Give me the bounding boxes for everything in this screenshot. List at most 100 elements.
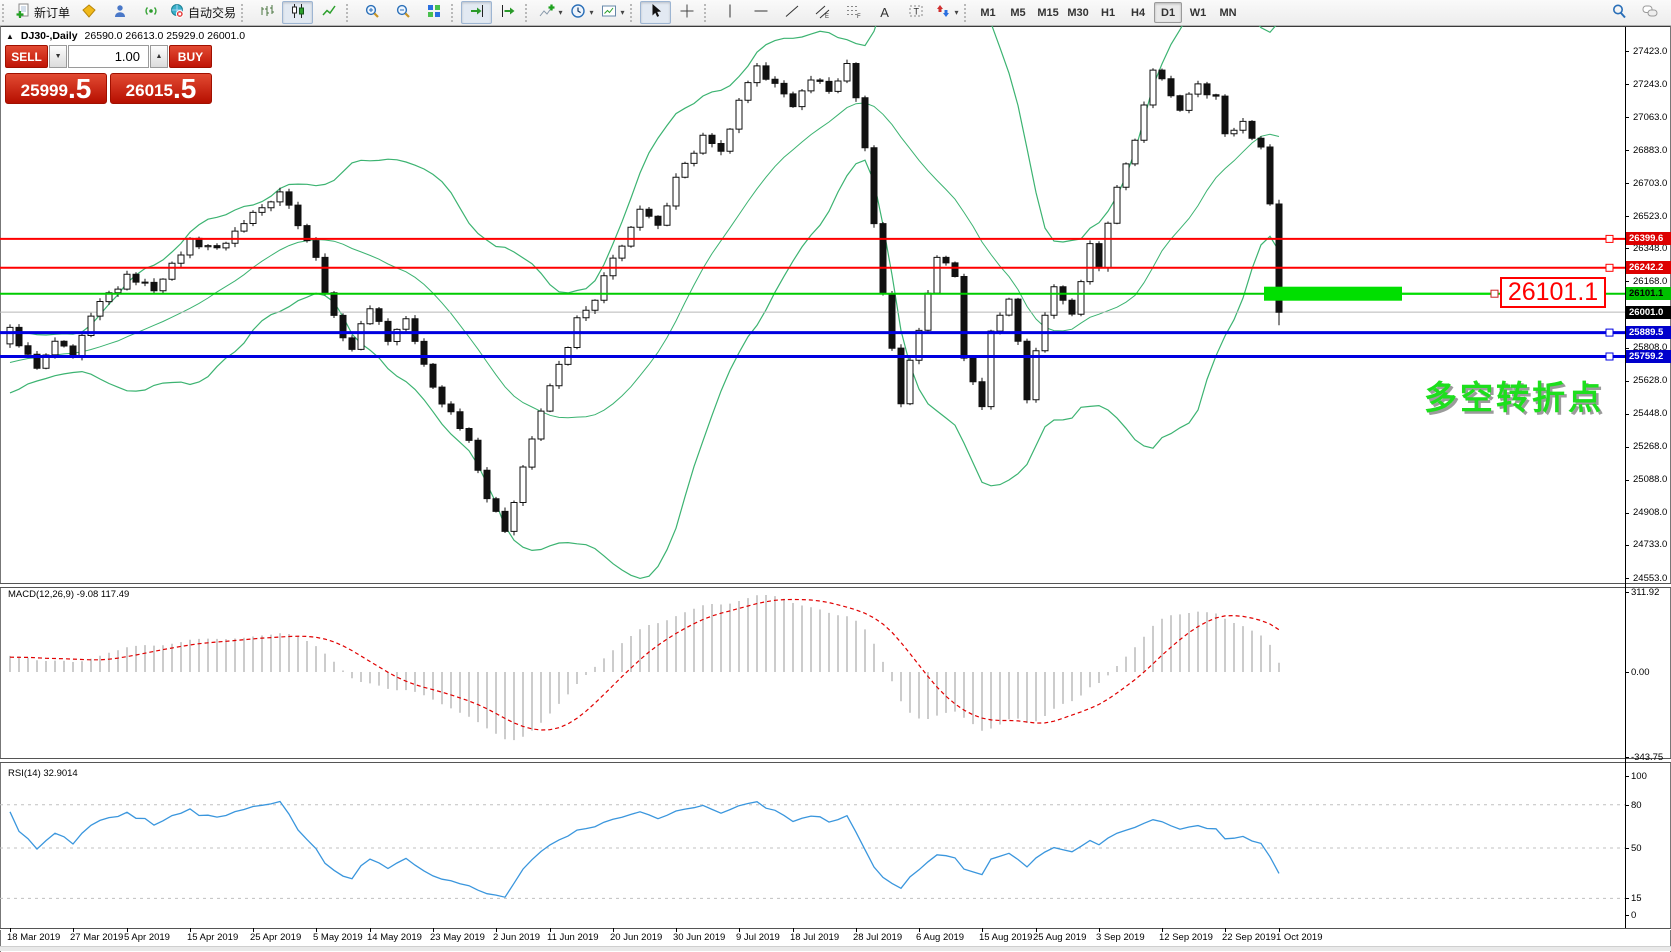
sell-button[interactable]: SELL [5, 45, 49, 68]
vertical-line-tool-button[interactable] [714, 1, 745, 24]
toolbar-grip[interactable] [704, 3, 710, 22]
vertical-line-icon [722, 3, 738, 22]
text-tool-button[interactable]: A [869, 1, 900, 24]
timeframe-m5[interactable]: M5 [1010, 6, 1026, 19]
horizontal-line-tool-button[interactable] [745, 1, 776, 24]
auto-scroll-icon [469, 3, 485, 22]
chevron-down-icon: ▾ [954, 8, 959, 17]
rsi-label: RSI(14) 32.9014 [8, 768, 78, 779]
candlestick-chart-icon [290, 3, 306, 22]
toolbar-grip[interactable] [630, 3, 636, 22]
timeframe-m30[interactable]: M30 [1067, 6, 1089, 19]
volume-decrease-button[interactable]: ▼ [49, 45, 67, 68]
date-axis-separator [0, 928, 1671, 930]
candlestick-chart-button[interactable] [282, 1, 314, 24]
market-watch-icon [81, 3, 97, 22]
autotrade-button[interactable]: 自动交易 [166, 1, 239, 24]
buy-price-frac: .5 [172, 73, 197, 104]
sell-price-int: 25999 [20, 81, 68, 100]
svg-text:T: T [913, 7, 919, 17]
toolbar-grip[interactable] [346, 3, 352, 22]
arrows-tool-button[interactable]: ▾ [931, 1, 962, 24]
toolbar-grip[interactable] [2, 3, 8, 22]
toolbar-grip[interactable] [241, 3, 247, 22]
zoom-in-icon [364, 3, 380, 22]
price-callout-label[interactable]: 26101.1 [1500, 277, 1606, 308]
svg-text:E: E [825, 14, 829, 19]
chevron-down-icon: ▾ [620, 8, 625, 17]
chat-icon [1642, 3, 1658, 22]
horizontal-scrollbar[interactable] [0, 946, 1671, 951]
zoom-out-icon [395, 3, 411, 22]
one-click-collapse-icon[interactable]: ▲ [6, 31, 14, 41]
equidistant-channel-icon: E [815, 3, 831, 22]
arrows-icon [935, 3, 951, 22]
chart-shift-icon [500, 3, 516, 22]
symbol-title-bar: ▲ DJ30-,Daily 26590.0 26613.0 25929.0 26… [6, 30, 245, 42]
volume-increase-button[interactable]: ▲ [150, 45, 168, 68]
chart-annotation-text[interactable]: 多空转折点 [1424, 379, 1604, 416]
line-chart-icon [321, 3, 337, 22]
volume-input[interactable]: 1.00 [68, 45, 150, 68]
chat-button[interactable] [1634, 1, 1665, 24]
chart-window [0, 25, 1671, 952]
timeframe-h4[interactable]: H4 [1131, 6, 1146, 19]
fibonacci-tool-button[interactable]: F [838, 1, 869, 24]
market-watch-button[interactable] [73, 1, 104, 24]
signals-button[interactable] [135, 1, 166, 24]
toolbar-grip[interactable] [964, 3, 970, 22]
tile-windows-icon [426, 3, 442, 22]
sell-price-display[interactable]: 25999 .5 [5, 73, 107, 104]
auto-scroll-button[interactable] [461, 1, 493, 24]
rsi-panel-separator[interactable] [0, 758, 1671, 763]
text-tool-icon: A [880, 5, 889, 20]
buy-price-display[interactable]: 26015 .5 [110, 73, 212, 104]
trendline-tool-button[interactable] [776, 1, 807, 24]
profile-icon [112, 3, 128, 22]
timeframe-h1[interactable]: H1 [1101, 6, 1116, 19]
text-label-icon: T [908, 3, 924, 22]
profile-button[interactable] [104, 1, 135, 24]
timeframe-d1[interactable]: D1 [1154, 2, 1183, 23]
timeframe-bar: M1 M5 M15 M30 H1 H4 D1 W1 MN [974, 2, 1242, 23]
buy-button[interactable]: BUY [168, 45, 213, 68]
new-order-button[interactable]: 新订单 [12, 1, 73, 24]
sell-price-frac: .5 [67, 73, 92, 104]
toolbar: 新订单 自动交易 ▾ ▾ ▾ E F A T ▾ M1 M5 M15 M30 H1 H4 D… [0, 0, 1671, 26]
zoom-out-button[interactable] [387, 1, 418, 24]
toolbar-grip[interactable] [525, 3, 531, 22]
indicators-icon [539, 3, 555, 22]
tile-windows-button[interactable] [418, 1, 449, 24]
indicators-button[interactable]: ▾ [535, 1, 566, 24]
horizontal-line-icon [753, 3, 769, 22]
toolbar-grip[interactable] [451, 3, 457, 22]
timeframe-m1[interactable]: M1 [980, 6, 996, 19]
templates-button[interactable]: ▾ [597, 1, 628, 24]
symbol-ohlc: 26590.0 26613.0 25929.0 26001.0 [84, 30, 246, 42]
search-button[interactable] [1603, 1, 1634, 24]
autotrade-label: 自动交易 [188, 6, 237, 20]
chevron-down-icon: ▾ [589, 8, 594, 17]
text-label-tool-button[interactable]: T [900, 1, 931, 24]
cursor-tool-button[interactable] [640, 1, 672, 24]
macd-panel-separator[interactable] [0, 583, 1671, 588]
timeframe-m15[interactable]: M15 [1037, 6, 1059, 19]
signals-icon [143, 3, 159, 22]
search-icon [1611, 3, 1627, 22]
timeframe-w1[interactable]: W1 [1189, 6, 1207, 19]
new-order-label: 新订单 [34, 6, 71, 20]
chart-shift-button[interactable] [492, 1, 523, 24]
fibonacci-icon: F [846, 3, 862, 22]
line-chart-button[interactable] [313, 1, 344, 24]
crosshair-tool-button[interactable] [671, 1, 702, 24]
symbol-name: DJ30-,Daily [20, 30, 78, 42]
channel-tool-button[interactable]: E [807, 1, 838, 24]
timeframe-mn[interactable]: MN [1219, 6, 1237, 19]
svg-text:F: F [857, 14, 861, 19]
bar-chart-button[interactable] [251, 1, 282, 24]
macd-label: MACD(12,26,9) -9.08 117.49 [8, 589, 130, 600]
trendline-icon [784, 3, 800, 22]
price-axis-border [1625, 27, 1626, 928]
zoom-in-button[interactable] [356, 1, 387, 24]
periods-button[interactable]: ▾ [566, 1, 597, 24]
